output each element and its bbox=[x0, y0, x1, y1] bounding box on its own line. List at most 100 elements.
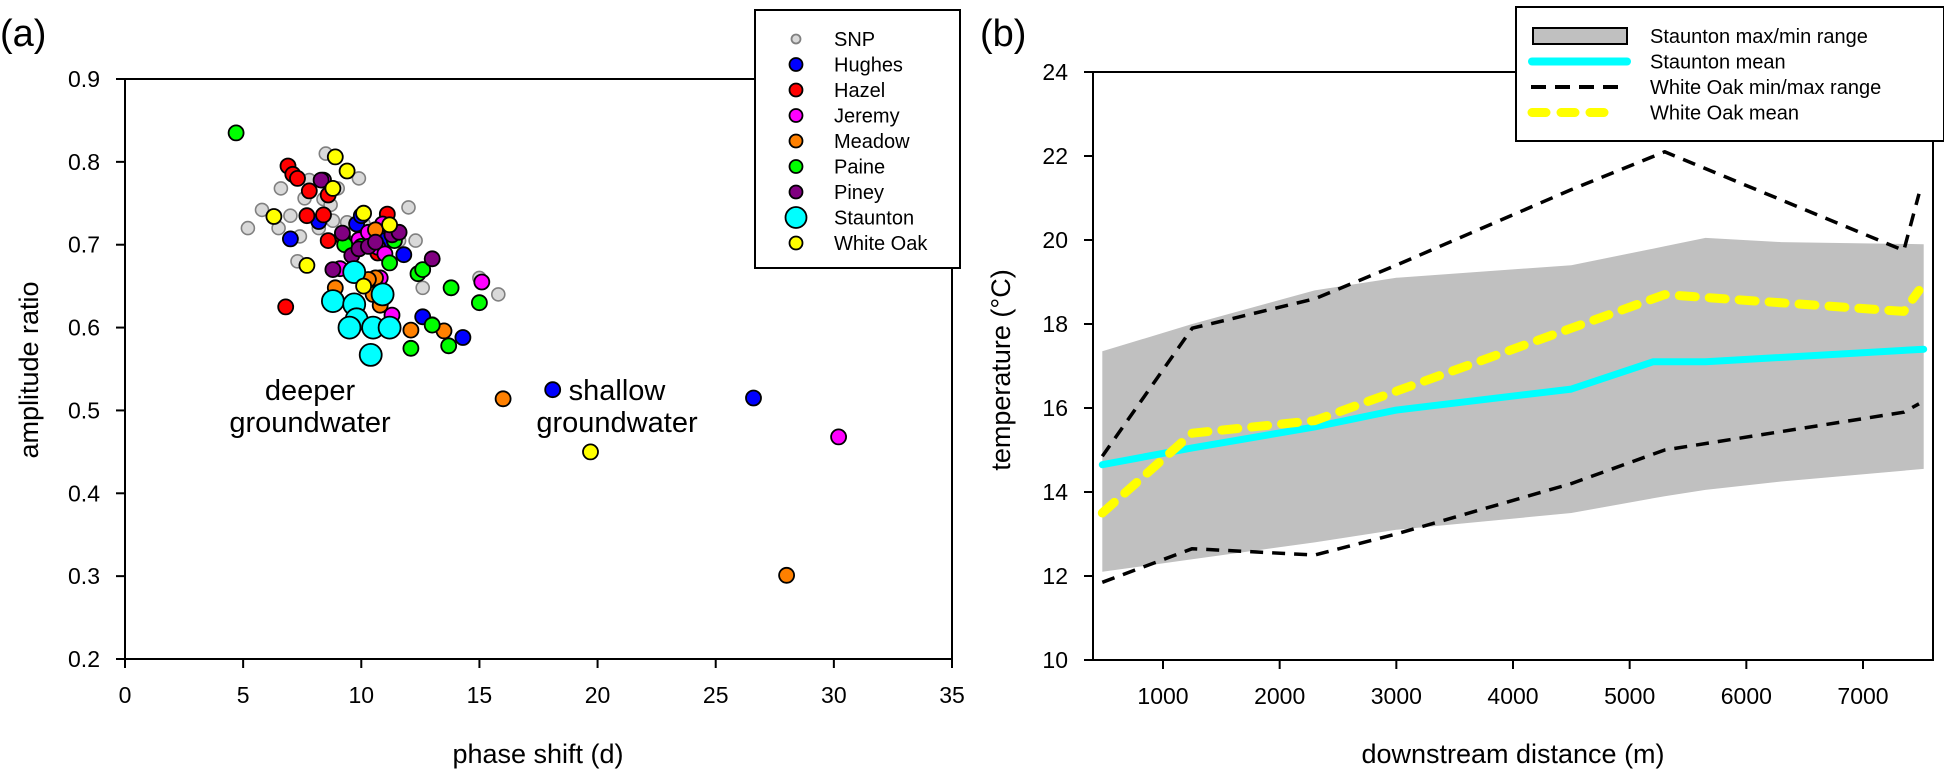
x-axis-title: phase shift (d) bbox=[452, 739, 623, 769]
legend-label: Hazel bbox=[834, 80, 885, 102]
annotation-text: groundwater bbox=[536, 407, 698, 439]
legend-label: Paine bbox=[834, 157, 885, 179]
data-point bbox=[298, 256, 316, 274]
series-piney bbox=[312, 171, 441, 279]
x-tick-label: 2000 bbox=[1254, 683, 1305, 709]
data-point bbox=[289, 169, 306, 187]
x-tick-label: 10 bbox=[348, 682, 374, 708]
x-tick-label: 35 bbox=[939, 682, 965, 708]
y-tick-label: 0.9 bbox=[68, 66, 100, 92]
x-tick-label: 3000 bbox=[1371, 683, 1422, 709]
legend: SNP Hughes Hazel Jeremy Meadow Paine Piney Stau… bbox=[754, 9, 961, 269]
data-point bbox=[473, 273, 491, 291]
data-point bbox=[582, 443, 599, 461]
y-tick-label: 0.4 bbox=[68, 480, 100, 506]
series-line-white-oak-min-max-range-min bbox=[1101, 402, 1920, 584]
y-tick-label: 14 bbox=[1042, 479, 1068, 505]
y-tick-label: 22 bbox=[1042, 143, 1068, 169]
staunton-range-band bbox=[1102, 237, 1924, 572]
legend-marker bbox=[788, 57, 804, 72]
scatter-points bbox=[227, 124, 847, 584]
x-tick-label: 1000 bbox=[1137, 683, 1188, 709]
series-line-white-oak-mean bbox=[1097, 285, 1924, 518]
y-axis-title: temperature (°C) bbox=[986, 269, 1016, 470]
x-tick-label: 7000 bbox=[1837, 683, 1888, 709]
series-line-staunton-mean bbox=[1098, 345, 1928, 469]
legend-label: SNP bbox=[834, 29, 875, 51]
data-point bbox=[281, 230, 299, 248]
series-white-oak bbox=[265, 148, 599, 461]
data-point bbox=[315, 206, 332, 224]
data-point bbox=[277, 298, 295, 316]
y-tick-label: 0.5 bbox=[68, 397, 100, 423]
data-point bbox=[300, 182, 318, 200]
y-tick-label: 0.6 bbox=[68, 315, 100, 341]
x-tick-label: 5 bbox=[237, 682, 250, 708]
legend-marker bbox=[788, 108, 804, 123]
annotation-text: deeper bbox=[265, 375, 356, 407]
y-tick-label: 0.8 bbox=[68, 149, 100, 175]
legend-label: Piney bbox=[834, 182, 884, 204]
y-tick-label: 10 bbox=[1042, 647, 1068, 673]
data-point bbox=[358, 342, 383, 367]
annotation-text: groundwater bbox=[229, 407, 391, 439]
y-tick-label: 24 bbox=[1042, 59, 1068, 85]
data-point bbox=[381, 254, 399, 272]
panel-b-axes: 1000 2000 3000 4000 5000 6000 7000 10 12 14 16 18 20… bbox=[1042, 59, 1934, 709]
y-tick-label: 12 bbox=[1042, 563, 1068, 589]
x-tick-label: 20 bbox=[585, 682, 611, 708]
legend-label: Meadow bbox=[834, 131, 910, 153]
legend-swatch-band bbox=[1532, 27, 1628, 45]
data-point bbox=[320, 289, 345, 314]
legend-marker bbox=[788, 235, 804, 251]
data-point bbox=[415, 280, 431, 296]
data-point bbox=[283, 208, 298, 223]
data-point bbox=[227, 124, 245, 142]
legend-marker bbox=[788, 159, 804, 174]
panel-b: (b) 1000 2000 3000 4000 5000 6000 7000 10 12 14 16… bbox=[980, 6, 1944, 769]
legend-marker bbox=[788, 82, 804, 98]
y-tick-label: 0.7 bbox=[68, 232, 100, 258]
data-point bbox=[408, 233, 423, 248]
panel-a: (a) 0 5 10 15 20 25 30 350.20.30.40.50.60.70.80… bbox=[0, 9, 965, 769]
data-point bbox=[544, 381, 562, 399]
data-point bbox=[367, 233, 384, 251]
legend-box bbox=[1515, 6, 1944, 142]
legend-label: White Oak min/max range bbox=[1650, 77, 1881, 99]
data-point bbox=[355, 204, 373, 222]
x-tick-label: 4000 bbox=[1487, 683, 1538, 709]
series-meadow bbox=[326, 221, 795, 584]
y-tick-label: 16 bbox=[1042, 395, 1068, 421]
legend-label: Staunton max/min range bbox=[1650, 26, 1868, 48]
data-point bbox=[440, 337, 458, 355]
legend-label: White Oak bbox=[834, 233, 928, 255]
y-axis-title: amplitude ratio bbox=[14, 281, 44, 458]
legend-marker bbox=[788, 184, 804, 200]
x-tick-label: 0 bbox=[119, 682, 132, 708]
data-point bbox=[778, 566, 795, 584]
x-tick-label: 5000 bbox=[1604, 683, 1655, 709]
x-tick-label: 15 bbox=[467, 682, 493, 708]
panel-a-label: (a) bbox=[0, 13, 46, 55]
data-point bbox=[423, 316, 441, 334]
legend-marker bbox=[784, 206, 808, 229]
data-point bbox=[312, 171, 330, 189]
data-point bbox=[338, 162, 356, 180]
data-point bbox=[442, 279, 460, 297]
data-point bbox=[830, 428, 847, 446]
data-point bbox=[319, 232, 337, 250]
legend-label: White Oak mean bbox=[1650, 103, 1799, 125]
y-tick-label: 0.3 bbox=[68, 563, 100, 589]
panel-b-label: (b) bbox=[980, 13, 1026, 55]
legend-label: Staunton bbox=[834, 208, 914, 230]
data-point bbox=[326, 148, 344, 166]
data-point bbox=[381, 216, 399, 234]
panel-a-axes: 0 5 10 15 20 25 30 35 0.2 0.3 0.4 0.5 0.6 0.7 0.8 0.9 bbox=[68, 66, 965, 708]
data-point bbox=[423, 250, 441, 268]
legend-label: Staunton mean bbox=[1650, 52, 1786, 74]
data-point bbox=[324, 261, 342, 279]
data-point bbox=[490, 287, 506, 302]
data-point bbox=[265, 208, 283, 225]
